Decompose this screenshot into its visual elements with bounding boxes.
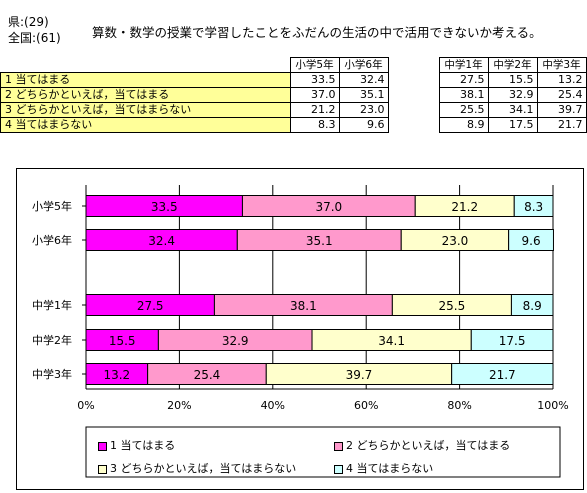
table-row: 4 当てはまらない 8.3 9.6 8.9 17.5 21.7: [0, 117, 587, 133]
table-cell: 23.0: [338, 102, 389, 118]
table-header-row: 小学5年 小学6年 中学1年 中学2年 中学3年: [1, 57, 587, 73]
data-label: 8.3: [524, 200, 543, 214]
col-header: 中学2年: [487, 57, 538, 73]
legend-swatch-4: [334, 464, 343, 474]
data-label: 9.6: [522, 234, 541, 248]
x-tick-label: 80%: [447, 399, 471, 412]
table-cell: 33.5: [289, 72, 340, 88]
data-label: 33.5: [151, 200, 178, 214]
x-tick-label: 20%: [167, 399, 191, 412]
data-label: 21.7: [489, 368, 516, 382]
legend-label-3: 3 どちらかといえば，当てはまらない: [110, 462, 297, 475]
header-codes: 県:(29) 全国:(61): [8, 14, 61, 46]
data-label: 27.5: [137, 299, 164, 313]
legend-label-1: 1 当てはまる: [110, 439, 176, 452]
bar-segment: [451, 363, 554, 385]
bar-segment: [510, 294, 554, 316]
data-label: 37.0: [315, 200, 342, 214]
legend-swatch-1: [98, 441, 107, 451]
data-label: 25.5: [439, 299, 466, 313]
data-label: 8.9: [523, 299, 542, 313]
row-label: 1 当てはまる: [0, 72, 291, 88]
data-label: 34.1: [378, 334, 405, 348]
pref-code: 県:(29): [8, 15, 49, 29]
category-label: 中学1年: [32, 298, 72, 312]
legend-item-1: 1 当てはまる: [98, 437, 175, 453]
bar-segment: [513, 195, 554, 217]
bar-segment: [508, 229, 554, 251]
legend-label-2: 2 どちらかといえば，当てはまる: [346, 439, 511, 452]
col-header: 小学6年: [338, 57, 389, 73]
question-title: 算数・数学の授業で学習したことをふだんの生活の中で活用できないか考える。: [92, 25, 542, 40]
col-header: 中学1年: [438, 57, 489, 73]
data-label: 39.7: [346, 368, 373, 382]
category-label: 中学2年: [32, 333, 72, 347]
data-label: 23.0: [442, 234, 469, 248]
x-tick-label: 100%: [537, 399, 568, 412]
legend-swatch-2: [334, 441, 343, 451]
summary-table: 小学5年 小学6年 中学1年 中学2年 中学3年 1 当てはまる 33.5 32…: [0, 57, 587, 133]
chart-frame: [16, 168, 584, 490]
data-label: 32.9: [222, 334, 249, 348]
x-tick-label: 40%: [261, 399, 285, 412]
bar-segment: [470, 329, 554, 351]
row-label: 3 どちらかといえば，当てはまらない: [0, 102, 291, 118]
data-label: 32.4: [148, 234, 175, 248]
legend-item-2: 2 どちらかといえば，当てはまる: [334, 437, 510, 453]
data-label: 25.4: [194, 368, 221, 382]
table-row: 1 当てはまる 33.5 32.4 27.5 15.5 13.2: [0, 72, 587, 88]
legend-swatch-3: [98, 464, 107, 474]
legend-box: [85, 426, 561, 478]
data-label: 15.5: [109, 334, 136, 348]
category-label: 小学5年: [32, 199, 72, 213]
x-tick-label: 0%: [77, 399, 94, 412]
table-cell: 8.3: [289, 117, 340, 133]
category-label: 小学6年: [32, 233, 72, 247]
legend-item-3: 3 どちらかといえば，当てはまらない: [98, 460, 296, 476]
data-label: 21.2: [451, 200, 478, 214]
table-cell: 21.7: [536, 117, 587, 133]
table-cell: 17.5: [487, 117, 538, 133]
legend-label-4: 4 当てはまらない: [346, 462, 434, 475]
data-label: 13.2: [103, 368, 130, 382]
data-label: 17.5: [499, 334, 526, 348]
table-cell: 35.1: [338, 87, 389, 103]
national-code: 全国:(61): [8, 31, 61, 45]
table-cell: 8.9: [438, 117, 489, 133]
x-tick-label: 60%: [354, 399, 378, 412]
legend-item-4: 4 当てはまらない: [334, 460, 433, 476]
table-cell: 9.6: [338, 117, 389, 133]
category-label: 中学3年: [32, 367, 72, 381]
data-label: 38.1: [290, 299, 317, 313]
data-label: 35.1: [306, 234, 333, 248]
